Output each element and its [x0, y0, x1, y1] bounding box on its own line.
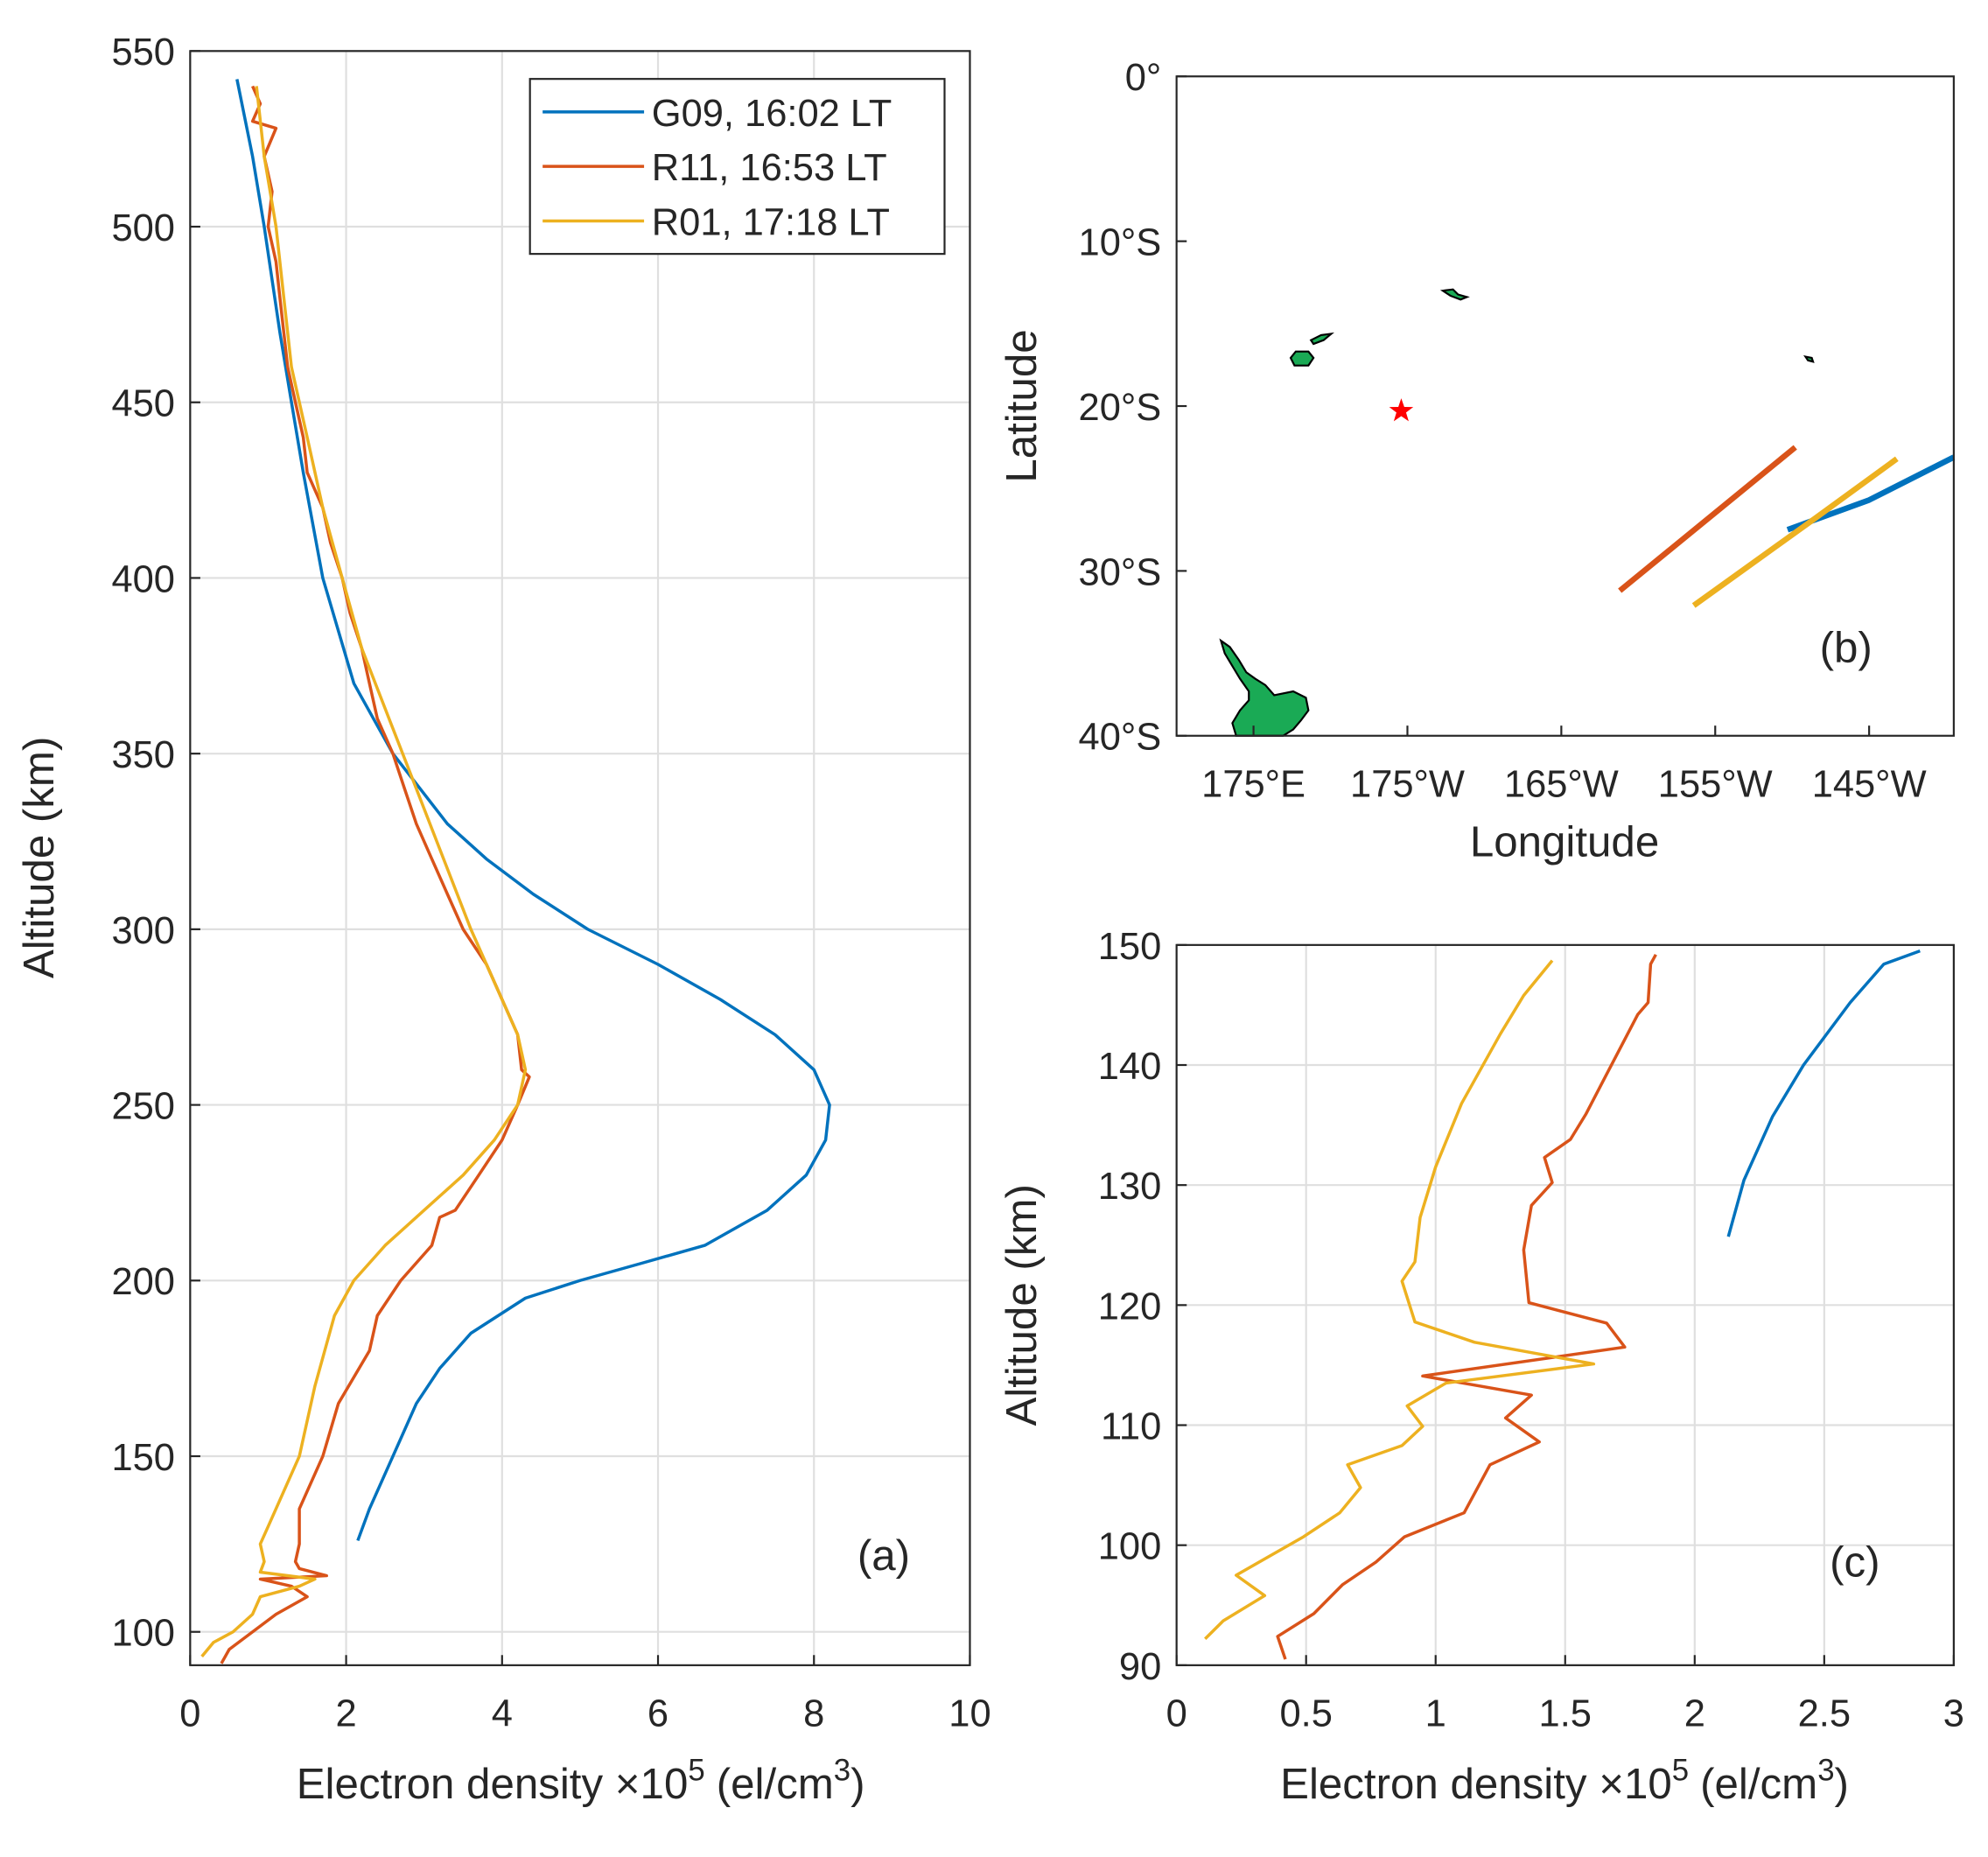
- x-axis-label-part: (el/cm: [717, 1760, 834, 1808]
- x-axis-label-part: ): [1835, 1760, 1849, 1808]
- x-tick-label: 0.5: [1279, 1692, 1332, 1734]
- x-axis-label-part: ): [850, 1760, 864, 1808]
- y-tick-label: 550: [111, 32, 174, 74]
- panel-label: (b): [1820, 624, 1872, 672]
- y-tick-label: 200: [111, 1261, 174, 1303]
- y-tick-label: 20°S: [1079, 387, 1162, 429]
- x-axis-label-part: 3: [834, 1755, 850, 1788]
- x-tick-label: 6: [648, 1692, 668, 1734]
- x-axis-label-part: (el/cm: [1700, 1760, 1817, 1808]
- x-axis-label-part: Longitude: [1470, 817, 1659, 865]
- y-tick-label: 30°S: [1079, 551, 1162, 593]
- legend-label: R01, 17:18 LT: [652, 201, 890, 243]
- panel-label: (c): [1830, 1538, 1880, 1586]
- y-tick-label: 90: [1119, 1646, 1161, 1688]
- y-tick-label: 100: [1098, 1526, 1162, 1568]
- x-tick-label: 0: [1166, 1692, 1187, 1734]
- y-axis-label: Altitude (km): [998, 1184, 1046, 1426]
- x-tick-label: 4: [492, 1692, 513, 1734]
- y-axis-label: Altitude (km): [15, 737, 63, 978]
- axes-box: [1175, 943, 1955, 1666]
- island: [1219, 638, 1310, 737]
- x-tick-label: 1: [1425, 1692, 1446, 1734]
- x-tick-label: 2: [1684, 1692, 1705, 1734]
- y-tick-label: 250: [111, 1086, 174, 1128]
- data-line: [1276, 954, 1657, 1660]
- y-axis-label: Latitude: [998, 329, 1046, 482]
- legend-label: R11, 16:53 LT: [652, 147, 887, 189]
- y-tick-label: 300: [111, 910, 174, 952]
- star-marker: [1389, 398, 1414, 422]
- x-axis-label-part: Electron density ×10: [297, 1760, 689, 1808]
- y-tick-label: 110: [1101, 1405, 1161, 1447]
- x-tick-label: 0: [179, 1692, 200, 1734]
- axes-box: [1175, 75, 1955, 737]
- y-tick-label: 500: [111, 207, 174, 249]
- island: [1439, 288, 1470, 301]
- islands: [1219, 288, 1815, 737]
- y-tick-label: 0°: [1125, 57, 1162, 99]
- data-line: [1726, 950, 1921, 1237]
- x-tick-label: 175°E: [1201, 763, 1306, 805]
- data-line: [1204, 959, 1596, 1640]
- plot-lines: [1204, 950, 1921, 1660]
- y-tick-label: 100: [111, 1613, 174, 1655]
- y-tick-label: 350: [111, 734, 174, 776]
- data-line: [1618, 445, 1797, 593]
- x-axis-label-part: 5: [688, 1755, 704, 1788]
- axes-box: [189, 50, 971, 1666]
- data-line: [235, 79, 831, 1542]
- island: [1289, 350, 1315, 367]
- data-line: [200, 86, 528, 1657]
- x-tick-label: 10: [948, 1692, 990, 1734]
- y-tick-label: 150: [111, 1437, 174, 1479]
- x-axis-label: Electron density ×105 (el/cm3): [1280, 1755, 1849, 1808]
- x-axis-label-part: 3: [1817, 1755, 1834, 1788]
- panel-label: (a): [858, 1531, 910, 1580]
- plot-lines: [200, 79, 831, 1664]
- island: [1309, 332, 1334, 346]
- y-tick-label: 450: [111, 383, 174, 425]
- x-axis-label: Longitude: [1470, 817, 1659, 865]
- x-tick-label: 155°W: [1658, 763, 1773, 805]
- x-tick-label: 8: [803, 1692, 824, 1734]
- y-tick-label: 130: [1098, 1166, 1162, 1208]
- x-tick-label: 2.5: [1798, 1692, 1851, 1734]
- x-axis-label-part: 5: [1672, 1755, 1689, 1788]
- island: [1802, 354, 1815, 363]
- legend-label: G09, 16:02 LT: [652, 93, 892, 135]
- data-line: [1691, 456, 1899, 608]
- x-tick-label: 175°W: [1350, 763, 1465, 805]
- y-tick-label: 140: [1098, 1046, 1162, 1088]
- x-tick-label: 2: [335, 1692, 356, 1734]
- y-tick-label: 40°S: [1079, 717, 1162, 759]
- x-tick-label: 165°W: [1504, 763, 1619, 805]
- x-axis-label-part: Electron density ×10: [1280, 1760, 1672, 1808]
- y-tick-label: 120: [1098, 1286, 1162, 1328]
- y-tick-label: 10°S: [1079, 222, 1162, 264]
- y-tick-label: 150: [1098, 926, 1162, 968]
- x-tick-label: 145°W: [1812, 763, 1927, 805]
- y-tick-label: 400: [111, 558, 174, 600]
- x-axis-label: Electron density ×105 (el/cm3): [297, 1755, 865, 1808]
- x-tick-label: 3: [1943, 1692, 1964, 1734]
- plot-lines: [1618, 445, 1956, 608]
- x-tick-label: 1.5: [1539, 1692, 1592, 1734]
